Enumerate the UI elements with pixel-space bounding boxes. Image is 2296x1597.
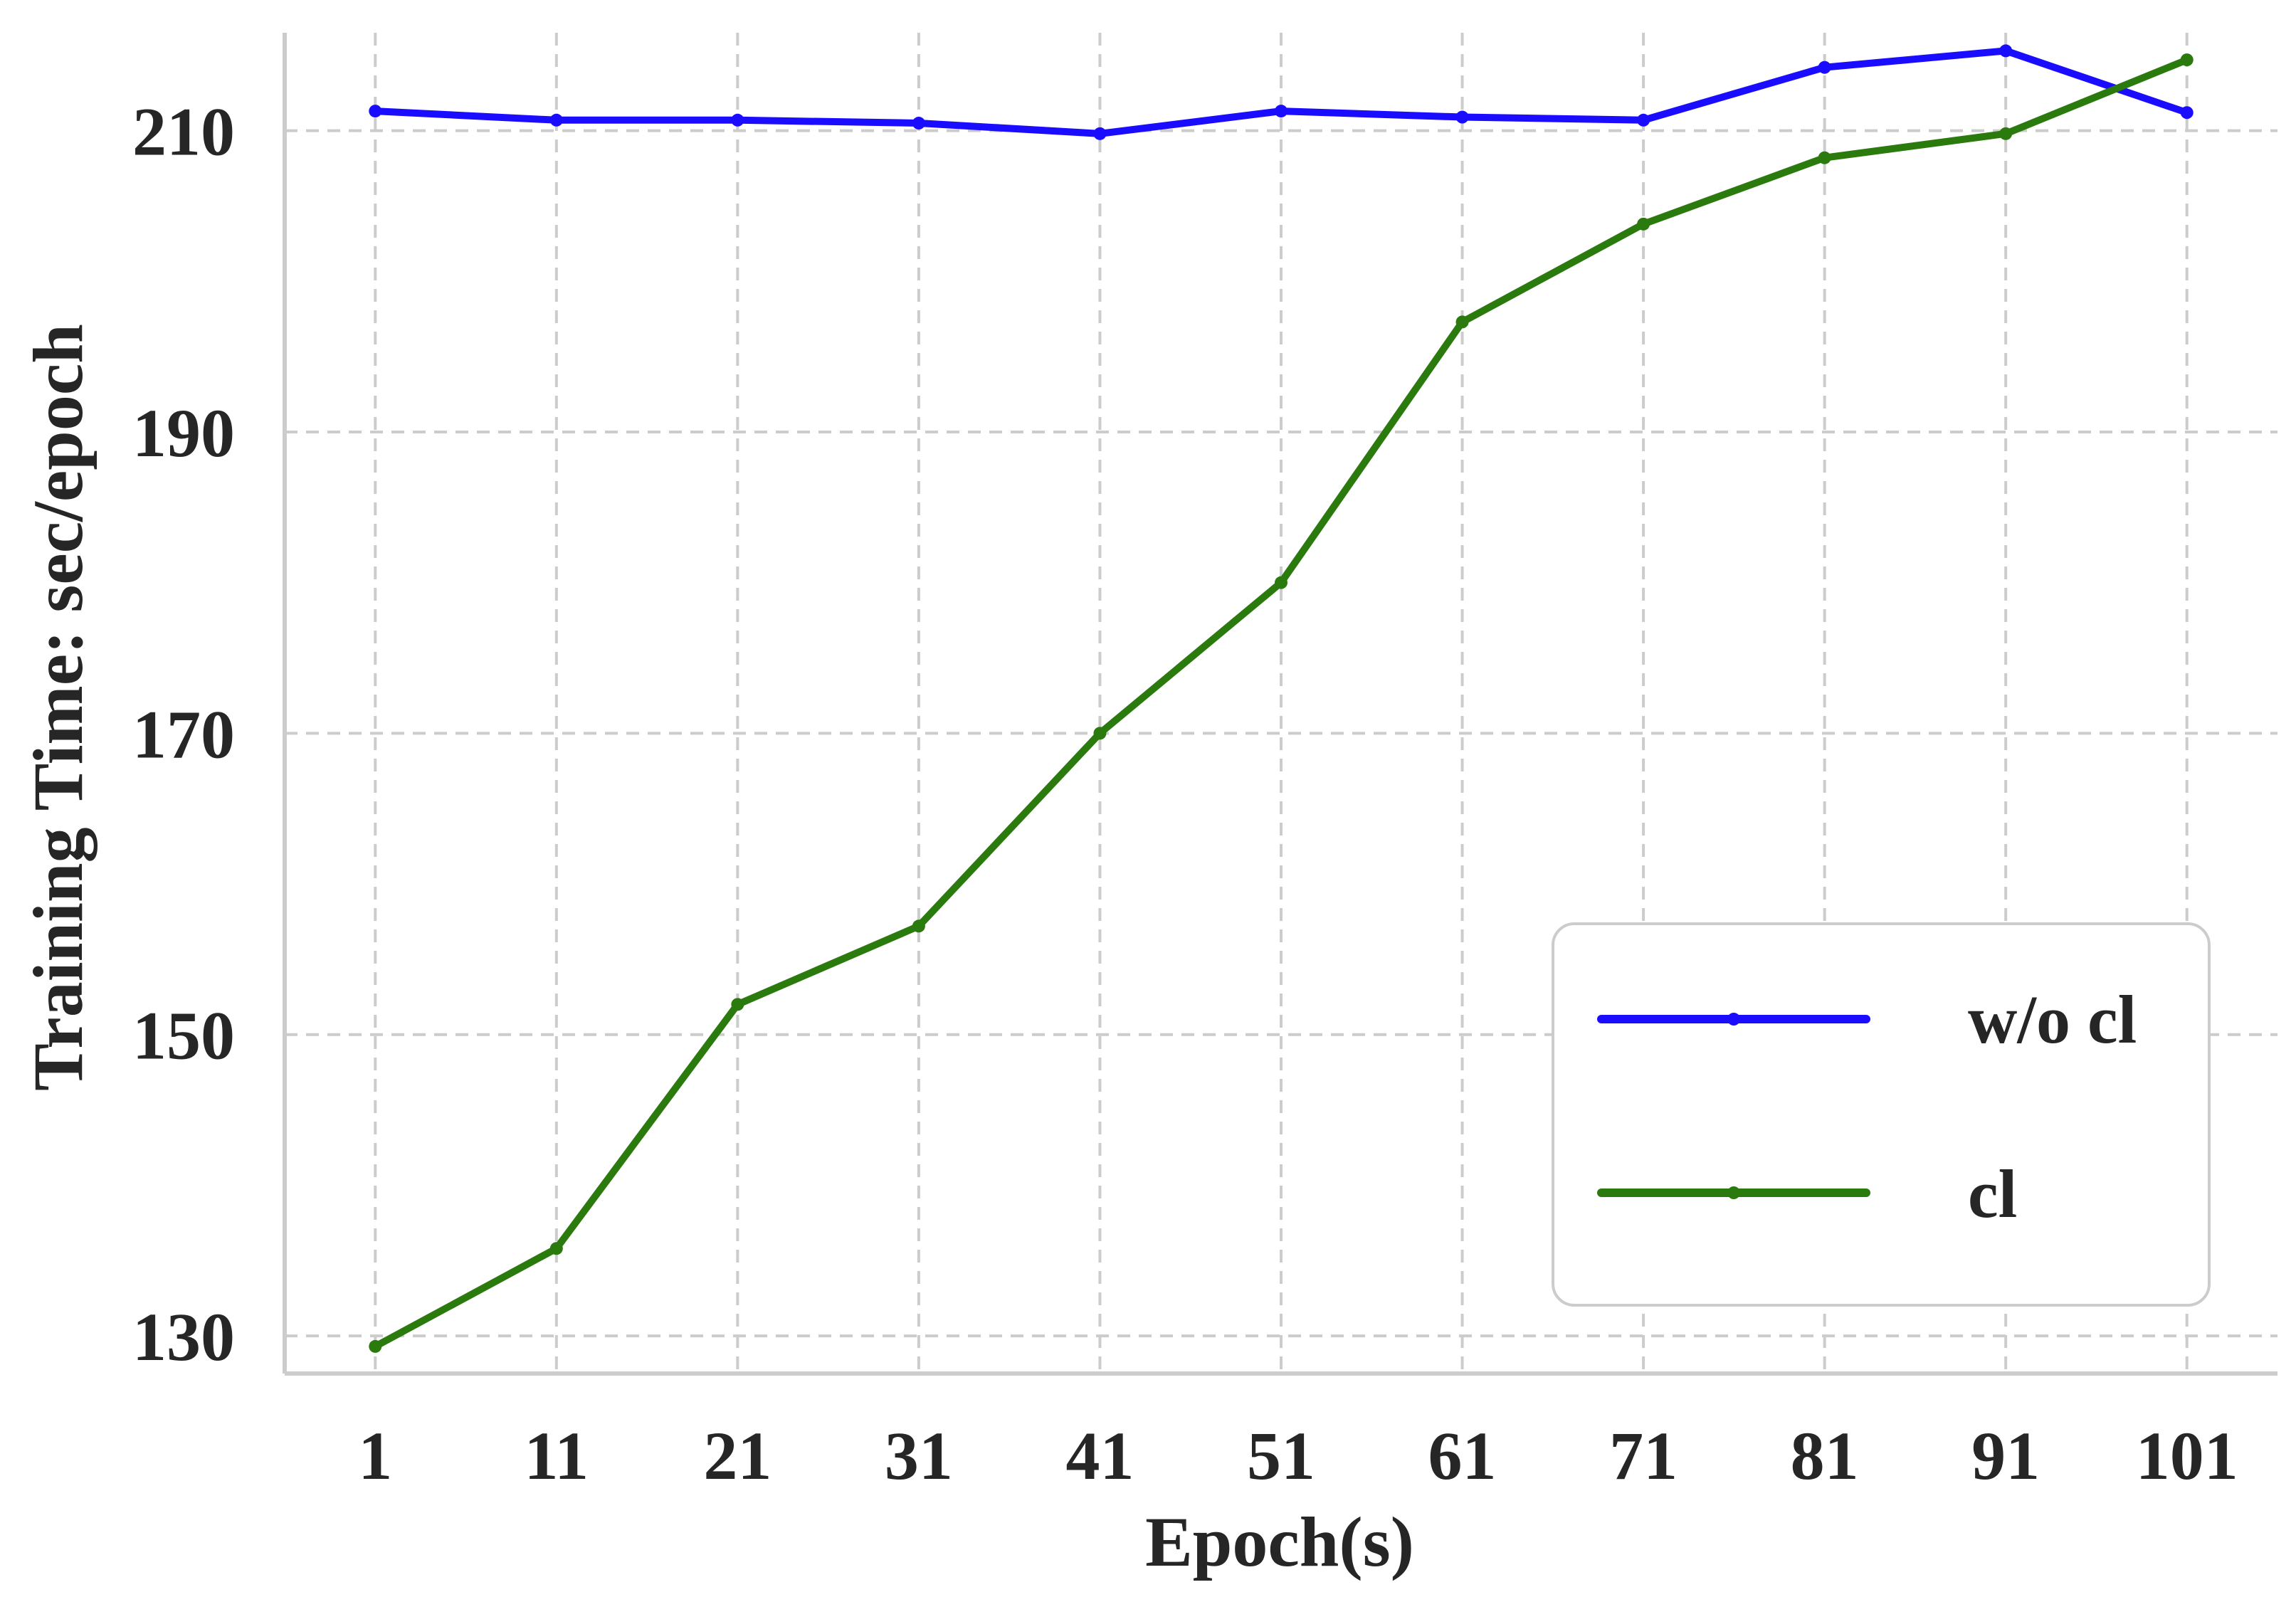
data-point-w-o-cl	[912, 117, 925, 130]
x-tick-label: 91	[1971, 1418, 2040, 1494]
data-point-w-o-cl	[1275, 105, 1287, 118]
data-point-w-o-cl	[2180, 106, 2194, 120]
x-axis-label: Epoch(s)	[1145, 1502, 1414, 1581]
y-tick-label: 190	[132, 395, 235, 471]
data-point-cl	[1999, 127, 2013, 140]
data-point-w-o-cl	[1818, 60, 1831, 74]
data-point-w-o-cl	[731, 113, 744, 127]
data-point-cl	[912, 919, 925, 933]
x-tick-label: 71	[1609, 1418, 1678, 1494]
x-tick-label: 21	[703, 1418, 772, 1494]
data-point-cl	[1637, 217, 1650, 231]
y-tick-label: 170	[132, 696, 235, 772]
data-point-cl	[1455, 315, 1469, 329]
axes	[283, 33, 2277, 1376]
data-point-cl	[369, 1339, 382, 1353]
x-tick-label: 41	[1065, 1418, 1134, 1494]
legend-entry-wo-cl: w/o cl	[1597, 981, 2137, 1058]
data-point-cl	[2180, 53, 2194, 67]
data-point-w-o-cl	[369, 105, 382, 118]
x-tick-label: 51	[1247, 1418, 1315, 1494]
legend-marker-wo-cl	[1727, 1013, 1740, 1026]
x-tick-label: 81	[1791, 1418, 1859, 1494]
legend-label-wo-cl: w/o cl	[1968, 981, 2137, 1058]
series-w-o-cl	[369, 44, 2194, 140]
x-tick-label: 11	[524, 1418, 589, 1494]
grid	[285, 33, 2277, 1374]
legend-entry-cl: cl	[1597, 1156, 2017, 1232]
data-point-w-o-cl	[1999, 44, 2013, 58]
data-point-w-o-cl	[549, 113, 563, 127]
data-point-cl	[1093, 727, 1107, 740]
legend-label-cl: cl	[1968, 1156, 2017, 1232]
series-cl	[369, 53, 2194, 1353]
data-point-cl	[1818, 151, 1831, 164]
x-tick-label: 101	[2136, 1418, 2238, 1494]
y-tick-label: 150	[132, 998, 235, 1074]
series-group	[369, 44, 2194, 1353]
data-point-w-o-cl	[1455, 110, 1469, 124]
data-point-w-o-cl	[1637, 113, 1650, 127]
legend-marker-cl	[1727, 1186, 1740, 1199]
x-tick-label: 61	[1428, 1418, 1497, 1494]
data-point-cl	[731, 998, 744, 1011]
x-tick-label: 1	[358, 1418, 392, 1494]
y-axis-label: Training Time: sec/epoch	[19, 324, 98, 1091]
legend: w/o cl cl	[1552, 922, 2211, 1307]
data-point-w-o-cl	[1093, 127, 1107, 140]
data-point-cl	[549, 1242, 563, 1255]
y-tick-label: 210	[132, 94, 235, 170]
data-point-cl	[1275, 576, 1287, 589]
y-tick-label: 130	[132, 1299, 235, 1375]
x-tick-label: 31	[885, 1418, 953, 1494]
